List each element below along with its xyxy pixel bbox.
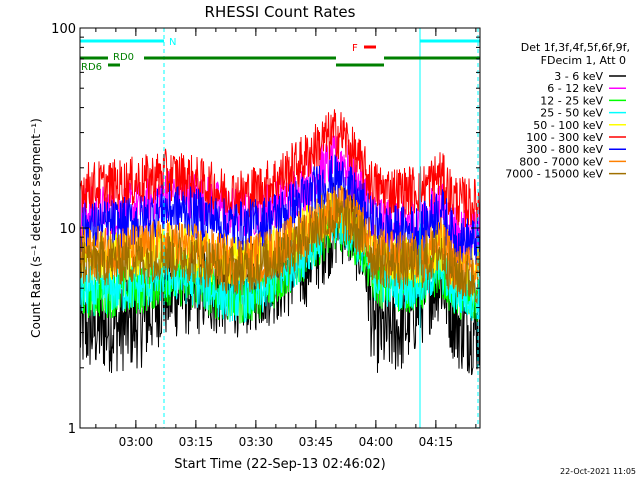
x-tick-label-4: 04:00 (359, 435, 394, 449)
legend-item-2: 12 - 25 keV (540, 94, 626, 107)
legend-header-1: Det 1f,3f,4f,5f,6f,9f, (521, 41, 630, 54)
x-tick-label-3: 03:45 (299, 435, 334, 449)
y-tick-label-2: 100 (51, 22, 76, 37)
interval-f-label: F (352, 43, 358, 54)
x-tick-label-1: 03:15 (179, 435, 214, 449)
y-tick-label-0: 1 (68, 422, 76, 437)
legend-label-6: 300 - 800 keV (526, 143, 603, 156)
x-axis-label: Start Time (22-Sep-13 02:46:02) (174, 457, 385, 472)
chart-title: RHESSI Count Rates (205, 3, 356, 21)
series-line-8 (79, 194, 481, 305)
legend: Det 1f,3f,4f,5f,6f,9f, FDecim 1, Att 0 3… (505, 41, 630, 181)
x-tick-label-0: 03:00 (119, 435, 154, 449)
legend-item-4: 50 - 100 keV (533, 119, 626, 132)
footer-timestamp: 22-Oct-2021 11:05 (560, 467, 636, 476)
legend-item-6: 300 - 800 keV (526, 143, 626, 156)
legend-label-7: 800 - 7000 keV (519, 155, 603, 168)
interval-rd0-label: RD0 (113, 52, 134, 63)
y-axis-label: Count Rate (s⁻¹ detector segment⁻¹) (29, 118, 43, 338)
interval-n-label: N (169, 37, 176, 48)
legend-header-2: FDecim 1, Att 0 (541, 54, 626, 67)
interval-rd6-label: RD6 (81, 62, 102, 73)
x-tick-label-2: 03:30 (239, 435, 274, 449)
legend-label-2: 12 - 25 keV (540, 94, 603, 107)
legend-item-5: 100 - 300 keV (526, 131, 626, 144)
legend-item-3: 25 - 50 keV (540, 107, 626, 120)
series-layer (79, 109, 481, 376)
legend-item-0: 3 - 6 keV (554, 70, 626, 83)
x-tick-label-5: 04:15 (419, 435, 454, 449)
y-axis: 1 10 100 (51, 22, 480, 437)
legend-label-0: 3 - 6 keV (554, 70, 603, 83)
legend-label-8: 7000 - 15000 keV (505, 168, 603, 181)
legend-label-1: 6 - 12 keV (547, 82, 603, 95)
x-axis: 03:00 03:15 03:30 03:45 04:00 04:15 (95, 28, 477, 449)
legend-label-4: 50 - 100 keV (533, 119, 603, 132)
y-tick-label-1: 10 (59, 222, 76, 237)
legend-item-7: 800 - 7000 keV (519, 155, 626, 168)
legend-item-1: 6 - 12 keV (547, 82, 626, 95)
legend-label-3: 25 - 50 keV (540, 107, 603, 120)
series-line-5 (79, 109, 481, 230)
legend-item-8: 7000 - 15000 keV (505, 168, 626, 181)
legend-label-5: 100 - 300 keV (526, 131, 603, 144)
